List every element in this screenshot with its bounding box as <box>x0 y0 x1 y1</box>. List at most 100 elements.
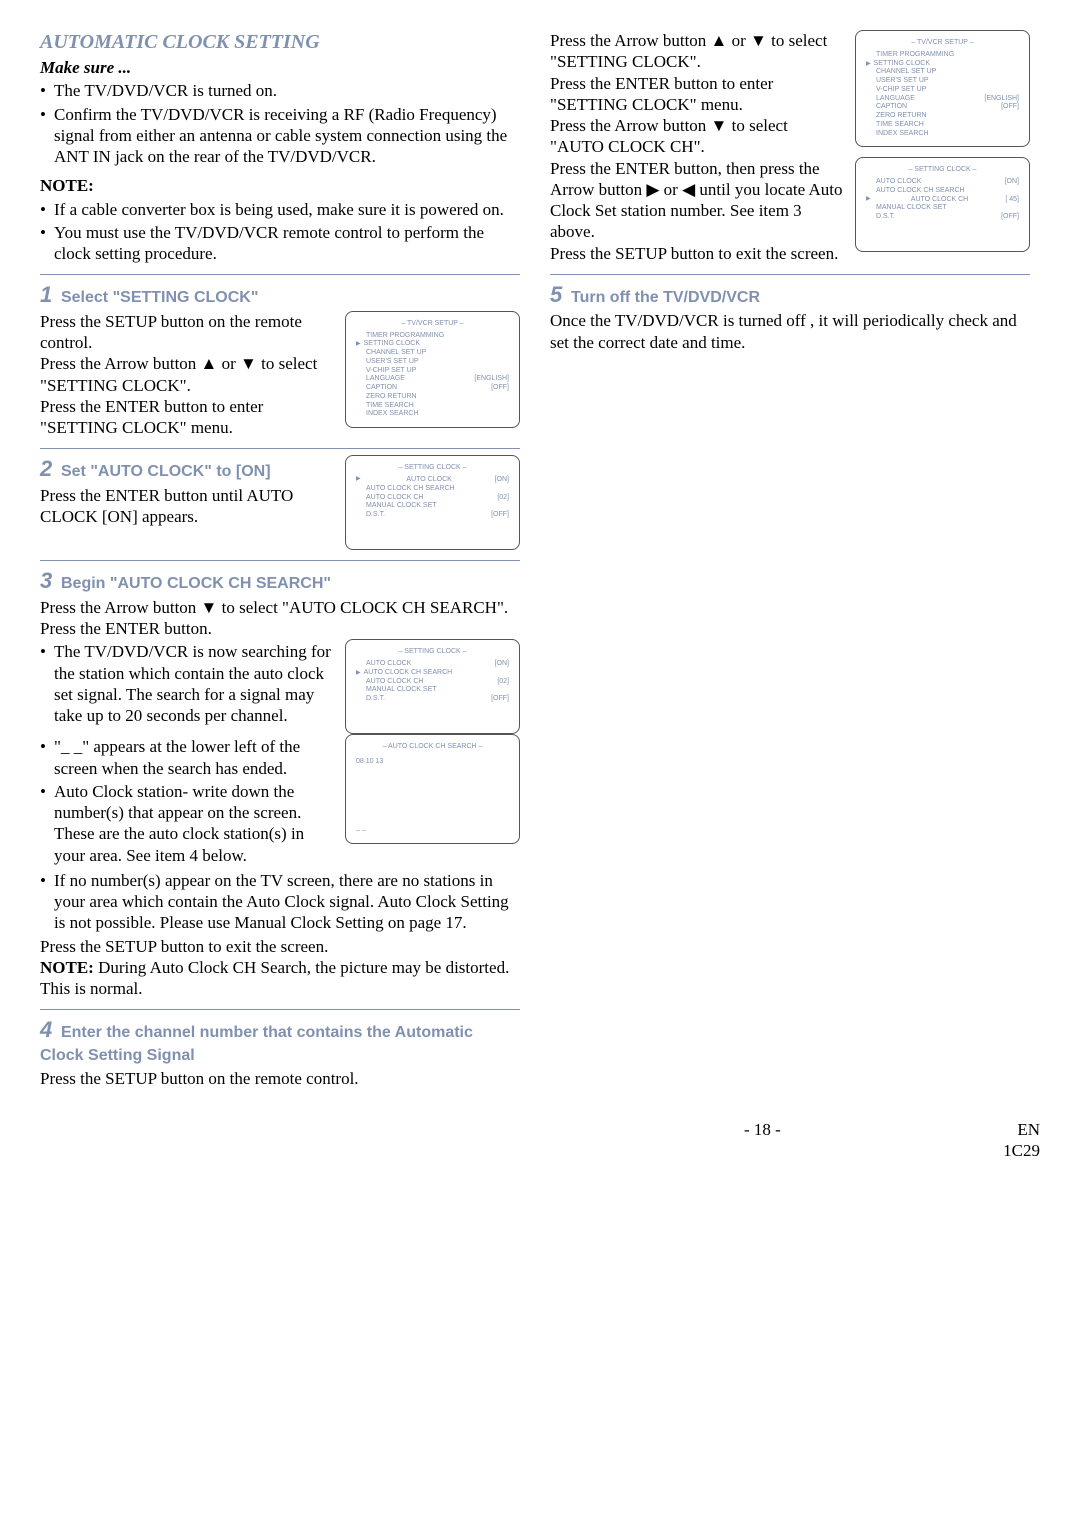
divider <box>40 274 520 275</box>
step-text: Press the SETUP button on the remote con… <box>40 311 333 439</box>
osd-item: D.S.T.[OFF] <box>356 695 509 704</box>
step-note: NOTE: During Auto Clock CH Search, the p… <box>40 957 520 1000</box>
osd-item: CAPTION[OFF] <box>356 384 509 393</box>
osd-item-selected: SETTING CLOCK <box>866 60 1019 69</box>
osd-item: AUTO CLOCK[ON] <box>866 178 1019 187</box>
step-para: Press the ENTER button to enter "SETTING… <box>40 396 333 439</box>
step-3-row2: "_ _" appears at the lower left of the s… <box>40 734 520 868</box>
osd-search-nums: 08 10 13 <box>356 758 509 767</box>
osd-item: USER'S SET UP <box>866 77 1019 86</box>
make-sure-heading: Make sure ... <box>40 57 520 78</box>
section-title: AUTOMATIC CLOCK SETTING <box>40 30 520 55</box>
osd-item: AUTO CLOCK CH[02] <box>356 494 509 503</box>
step-para: Press the Arrow button ▼ to select "AUTO… <box>550 115 843 158</box>
osd-item-selected: AUTO CLOCK CH[ 45] <box>866 196 1019 205</box>
osd-item: V-CHIP SET UP <box>866 86 1019 95</box>
step-bullets: "_ _" appears at the lower left of the s… <box>40 734 333 868</box>
osd-item: MANUAL CLOCK SET <box>356 502 509 511</box>
step-bullets: The TV/DVD/VCR is now searching for the … <box>40 639 333 728</box>
step-number: 3 <box>40 568 52 593</box>
down-arrow-icon: ▼ <box>750 31 767 50</box>
step-para: Press the Arrow button ▼ to select "AUTO… <box>40 597 520 618</box>
osd-item: TIME SEARCH <box>866 121 1019 130</box>
divider <box>550 274 1030 275</box>
divider <box>40 1009 520 1010</box>
osd-setup-menu: – TV/VCR SETUP – TIMER PROGRAMMING SETTI… <box>345 311 520 428</box>
step-bullet: "_ _" appears at the lower left of the s… <box>40 736 333 779</box>
osd-list: AUTO CLOCK[ON] AUTO CLOCK CH SEARCH AUTO… <box>356 476 509 520</box>
osd-clock-menu: – SETTING CLOCK – AUTO CLOCK[ON] AUTO CL… <box>345 455 520 550</box>
osd-item: TIME SEARCH <box>356 402 509 411</box>
osd-item-selected: SETTING CLOCK <box>356 340 509 349</box>
osd-item: MANUAL CLOCK SET <box>866 204 1019 213</box>
step-title: Begin "AUTO CLOCK CH SEARCH" <box>61 575 331 592</box>
step-para: Press the SETUP button on the remote con… <box>40 1068 520 1089</box>
osd-list: TIMER PROGRAMMING SETTING CLOCK CHANNEL … <box>866 51 1019 139</box>
up-arrow-icon: ▲ <box>711 31 728 50</box>
osd-ch-search: – AUTO CLOCK CH SEARCH – 08 10 13 – – <box>345 734 520 844</box>
osd-clock-search-menu: – SETTING CLOCK – AUTO CLOCK[ON] AUTO CL… <box>345 639 520 734</box>
note-list: If a cable converter box is being used, … <box>40 199 520 265</box>
down-arrow-icon: ▼ <box>240 354 257 373</box>
osd-title: – TV/VCR SETUP – <box>356 320 509 329</box>
osd-list: AUTO CLOCK[ON] AUTO CLOCK CH SEARCH AUTO… <box>866 178 1019 222</box>
prereq-item: The TV/DVD/VCR is turned on. <box>40 80 520 101</box>
step-title: Select "SETTING CLOCK" <box>61 289 258 306</box>
step-number: 2 <box>40 456 52 481</box>
osd-item: AUTO CLOCK CH[02] <box>356 678 509 687</box>
osd-item-selected: AUTO CLOCK CH SEARCH <box>356 669 509 678</box>
footer-right: EN 1C29 <box>1003 1119 1040 1162</box>
step-text: Press the Arrow button ▲ or ▼ to select … <box>550 30 843 264</box>
osd-title: – TV/VCR SETUP – <box>866 39 1019 48</box>
osd-title: – AUTO CLOCK CH SEARCH – <box>356 743 509 752</box>
step-3-row1: The TV/DVD/VCR is now searching for the … <box>40 639 520 734</box>
step-para: Press the ENTER button. <box>40 618 520 639</box>
osd-list: AUTO CLOCK[ON] AUTO CLOCK CH SEARCH AUTO… <box>356 660 509 704</box>
divider <box>40 560 520 561</box>
osd-item: AUTO CLOCK CH SEARCH <box>866 187 1019 196</box>
step-para: Press the ENTER button to enter "SETTING… <box>550 73 843 116</box>
osd-item: TIMER PROGRAMMING <box>866 51 1019 60</box>
osd-item: INDEX SEARCH <box>866 130 1019 139</box>
osd-item: USER'S SET UP <box>356 358 509 367</box>
step-para: Press the ENTER button until AUTO CLOCK … <box>40 485 333 528</box>
right-column: Press the Arrow button ▲ or ▼ to select … <box>550 30 1030 1089</box>
step-para: Once the TV/DVD/VCR is turned off , it w… <box>550 310 1030 353</box>
note-item: You must use the TV/DVD/VCR remote contr… <box>40 222 520 265</box>
step-text: 2 Set "AUTO CLOCK" to [ON] Press the ENT… <box>40 455 333 527</box>
step-1-body: Press the SETUP button on the remote con… <box>40 311 520 439</box>
osd-item: MANUAL CLOCK SET <box>356 686 509 695</box>
left-column: AUTOMATIC CLOCK SETTING Make sure ... Th… <box>40 30 520 1089</box>
step-number: 1 <box>40 282 52 307</box>
divider <box>40 448 520 449</box>
note-item: If a cable converter box is being used, … <box>40 199 520 220</box>
osd-item: ZERO RETURN <box>866 112 1019 121</box>
page-footer: - 18 - EN 1C29 <box>40 1119 1040 1162</box>
up-arrow-icon: ▲ <box>201 354 218 373</box>
prereq-list: The TV/DVD/VCR is turned on. Confirm the… <box>40 80 520 167</box>
down-arrow-icon: ▼ <box>201 598 218 617</box>
osd-setup-menu: – TV/VCR SETUP – TIMER PROGRAMMING SETTI… <box>855 30 1030 147</box>
step-2-heading: 2 Set "AUTO CLOCK" to [ON] <box>40 455 333 483</box>
osd-title: – SETTING CLOCK – <box>356 464 509 473</box>
osd-item: AUTO CLOCK CH SEARCH <box>356 485 509 494</box>
step-title: Enter the channel number that contains t… <box>40 1024 473 1064</box>
osd-title: – SETTING CLOCK – <box>356 648 509 657</box>
step-bullet: Auto Clock station- write down the numbe… <box>40 781 333 866</box>
step-para: Press the SETUP button on the remote con… <box>40 311 333 354</box>
osd-item: LANGUAGE[ENGLISH] <box>356 375 509 384</box>
step-5-heading: 5 Turn off the TV/DVD/VCR <box>550 281 1030 309</box>
step-bullets: If no number(s) appear on the TV screen,… <box>40 870 520 934</box>
step-para: Press the Arrow button ▲ or ▼ to select … <box>550 30 843 73</box>
osd-item: CHANNEL SET UP <box>356 349 509 358</box>
osd-title: – SETTING CLOCK – <box>866 166 1019 175</box>
step-2-body: 2 Set "AUTO CLOCK" to [ON] Press the ENT… <box>40 455 520 550</box>
osd-item: CAPTION[OFF] <box>866 103 1019 112</box>
osd-search-dash: – – <box>356 827 366 836</box>
step-title: Set "AUTO CLOCK" to [ON] <box>61 463 271 480</box>
page-number: - 18 - <box>522 1119 1004 1162</box>
osd-item-selected: AUTO CLOCK[ON] <box>356 476 509 485</box>
osd-item: ZERO RETURN <box>356 393 509 402</box>
step-title: Turn off the TV/DVD/VCR <box>571 289 760 306</box>
step-para: Press the ENTER button, then press the A… <box>550 158 843 243</box>
